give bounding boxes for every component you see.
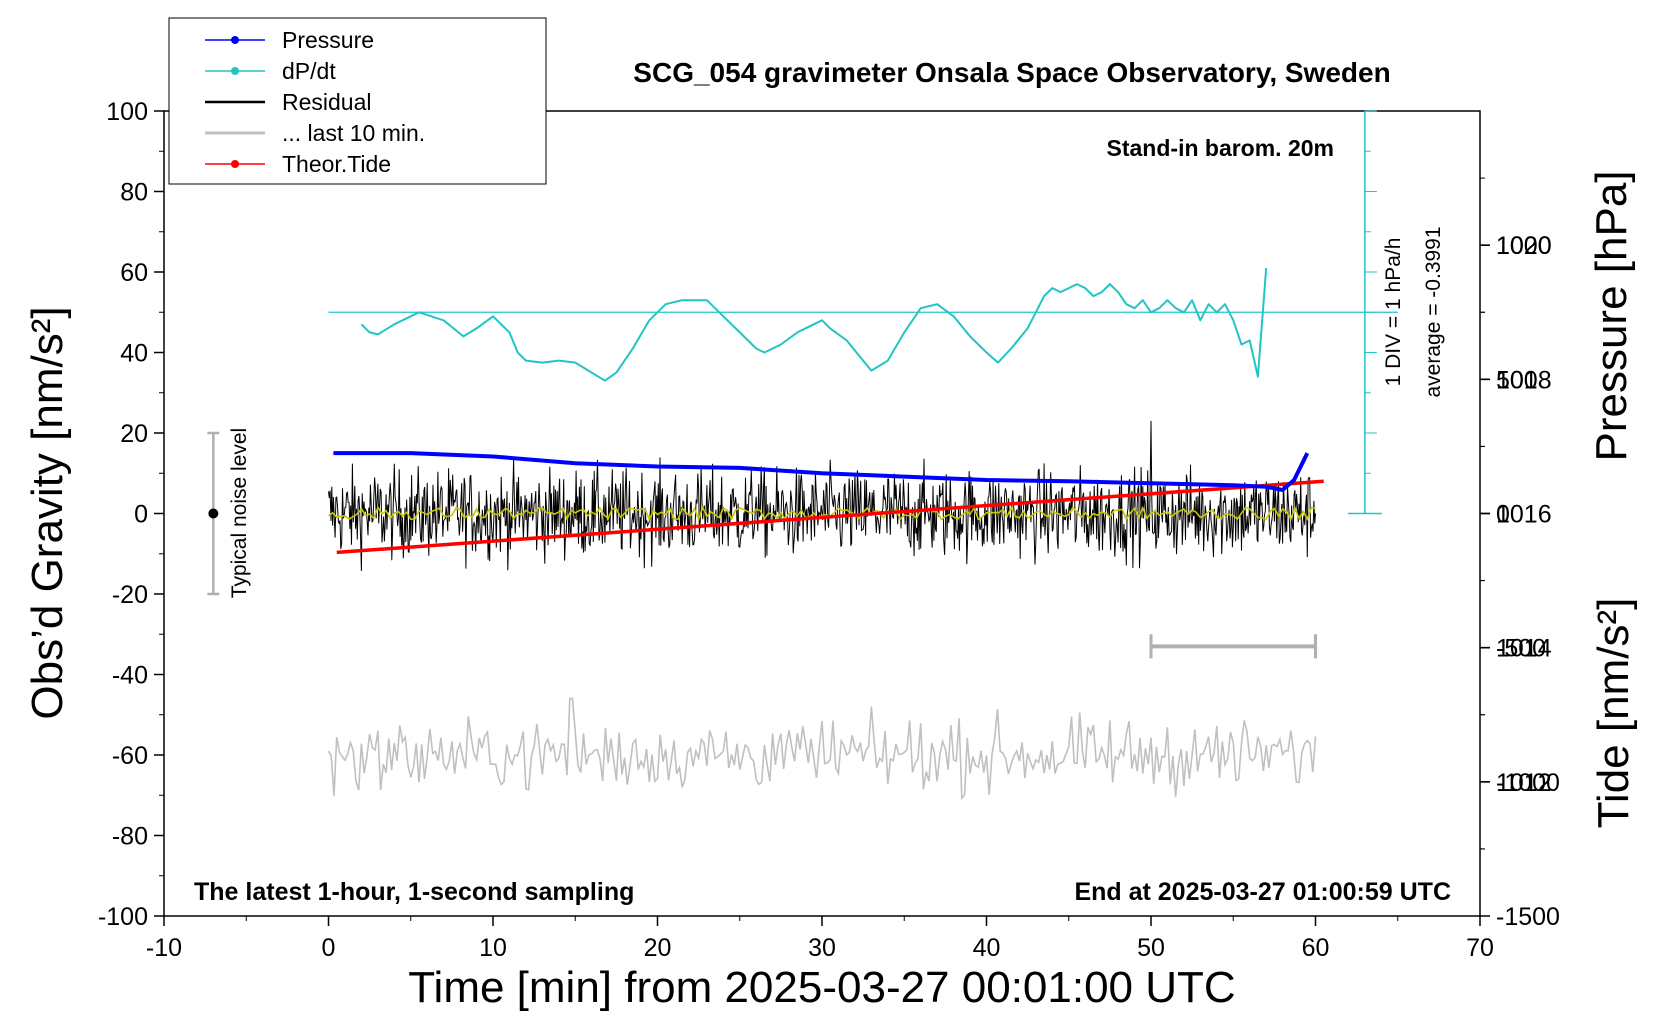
y-tick-label: 40 <box>120 340 148 368</box>
x-tick-label: 70 <box>1466 934 1494 962</box>
pressure-tick-label: 1018 <box>1496 366 1552 394</box>
x-tick-label: 30 <box>808 934 836 962</box>
y-tick-label: -100 <box>98 903 148 931</box>
legend-label: Theor.Tide <box>282 151 391 177</box>
y-tick-label: -40 <box>112 662 148 690</box>
pressure-tick-label: 1014 <box>1496 635 1552 663</box>
legend: Pressure dP/dt Residual ... last 10 min. The… <box>168 17 547 185</box>
pressure-tick-label: 1012 <box>1496 769 1552 797</box>
legend-marker <box>231 160 239 168</box>
decorations <box>207 110 1398 659</box>
legend-label: ... last 10 min. <box>282 120 425 146</box>
legend-label: Residual <box>282 89 372 115</box>
pressure-line <box>333 451 1310 492</box>
noise-bar-dot <box>208 508 219 519</box>
tide-tick-label: -1000 <box>1496 769 1560 797</box>
y-tick-label: 20 <box>120 420 148 448</box>
theor-tide-line <box>336 479 1324 555</box>
residual-line <box>328 420 1316 572</box>
x-tick-label: 40 <box>973 934 1001 962</box>
legend-label: dP/dt <box>282 58 336 84</box>
x-tick-label: 20 <box>644 934 672 962</box>
end-time-annotation: End at 2025-03-27 01:00:59 UTC <box>1074 878 1451 906</box>
y-axis-title-left: Obs’d Gravity [nm/s²] <box>23 306 72 719</box>
dpdt-average-label: average = -0.3991 <box>1422 226 1445 397</box>
axes: -10 0 10 20 30 40 50 60 70100806040200-20-40-60-… <box>98 98 1560 962</box>
pressure-tick-label: 1020 <box>1496 232 1552 260</box>
series <box>327 267 1324 801</box>
tide-tick-label: 1000 <box>1496 232 1552 260</box>
noise-level-label: Typical noise level <box>228 428 251 598</box>
x-tick-label: 10 <box>479 934 507 962</box>
dpdt-line <box>360 267 1268 382</box>
y-axis-title-pressure: Pressure [hPa] <box>1587 170 1636 461</box>
x-tick-label: 0 <box>322 934 336 962</box>
x-tick-label: 50 <box>1137 934 1165 962</box>
legend-marker <box>231 67 239 75</box>
y-tick-label: 60 <box>120 259 148 287</box>
y-tick-label: -60 <box>112 742 148 770</box>
barometer-annotation: Stand-in barom. 20m <box>1107 135 1334 161</box>
tide-tick-label: 0 <box>1496 501 1510 529</box>
y-tick-label: 80 <box>120 179 148 207</box>
y-tick-label: -20 <box>112 581 148 609</box>
y-axis-title-tide: Tide [nm/s²] <box>1589 598 1638 829</box>
pressure-tick-label: 1016 <box>1496 501 1552 529</box>
x-axis-title: Time [min] from 2025-03-27 00:01:00 UTC <box>408 963 1235 1012</box>
y-tick-label: -80 <box>112 823 148 851</box>
y-tick-label: 100 <box>106 98 148 126</box>
tide-tick-label: -1500 <box>1496 903 1560 931</box>
legend-label: Pressure <box>282 27 374 53</box>
tide-tick-label: -500 <box>1496 635 1546 663</box>
last-10-min-line <box>327 697 1317 801</box>
residual-smoothed-line <box>328 505 1316 522</box>
x-tick-label: -10 <box>146 934 182 962</box>
y-tick-label: 0 <box>134 501 148 529</box>
tide-tick-label: 500 <box>1496 366 1538 394</box>
sampling-annotation: The latest 1-hour, 1-second sampling <box>194 878 634 906</box>
legend-marker <box>231 36 239 44</box>
x-tick-label: 60 <box>1302 934 1330 962</box>
chart-title: SCG_054 gravimeter Onsala Space Observat… <box>633 57 1390 88</box>
